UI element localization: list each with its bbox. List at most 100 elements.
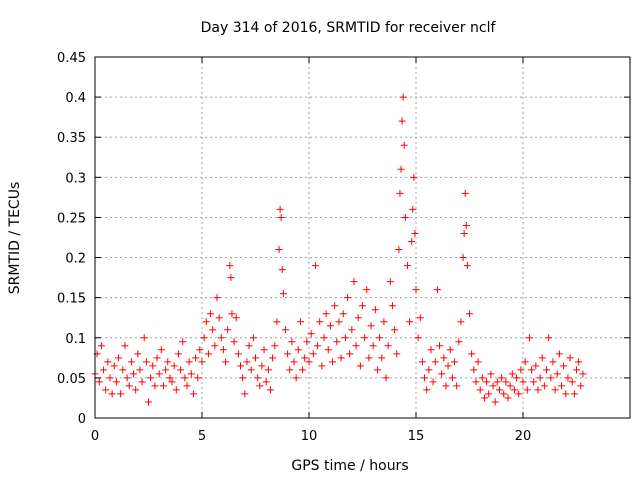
y-axis-label: SRMTID / TECUs bbox=[7, 182, 23, 295]
data-point bbox=[534, 386, 542, 394]
data-point bbox=[102, 386, 110, 394]
data-point bbox=[367, 322, 375, 330]
data-point bbox=[453, 382, 461, 390]
data-point bbox=[361, 334, 369, 342]
data-point bbox=[411, 229, 419, 237]
data-point bbox=[187, 370, 195, 378]
data-point bbox=[179, 338, 187, 346]
data-point bbox=[525, 334, 533, 342]
data-point bbox=[121, 342, 129, 350]
data-point bbox=[266, 386, 274, 394]
y-tick-label: 0.15 bbox=[57, 292, 86, 307]
data-point bbox=[506, 382, 514, 390]
x-tick-label: 20 bbox=[515, 429, 532, 444]
data-point bbox=[276, 205, 284, 213]
data-point bbox=[145, 398, 152, 406]
data-point bbox=[241, 390, 249, 398]
data-point bbox=[365, 354, 373, 362]
data-point bbox=[97, 342, 105, 350]
data-point bbox=[204, 350, 212, 358]
data-point bbox=[560, 362, 568, 370]
data-point bbox=[397, 165, 405, 173]
data-point bbox=[498, 374, 506, 382]
data-point bbox=[166, 374, 174, 382]
data-point bbox=[386, 278, 394, 286]
data-point bbox=[183, 382, 191, 390]
data-point bbox=[568, 378, 576, 386]
data-point bbox=[277, 213, 285, 221]
data-point bbox=[463, 262, 471, 270]
data-point bbox=[474, 358, 482, 366]
data-point bbox=[136, 366, 144, 374]
data-point bbox=[410, 173, 418, 181]
data-point bbox=[384, 342, 392, 350]
data-point bbox=[147, 374, 155, 382]
y-tick-labels: 0 0.05 0.1 0.15 0.2 0.25 0.3 0.35 0.4 0.45 bbox=[57, 51, 86, 427]
data-point bbox=[562, 390, 570, 398]
data-point bbox=[446, 346, 454, 354]
data-point bbox=[234, 350, 242, 358]
data-point bbox=[530, 378, 538, 386]
data-point bbox=[543, 366, 551, 374]
data-point bbox=[551, 386, 559, 394]
data-point bbox=[395, 246, 403, 254]
data-point bbox=[230, 338, 238, 346]
data-point bbox=[504, 394, 512, 402]
data-point bbox=[553, 370, 561, 378]
data-point bbox=[495, 386, 503, 394]
data-point bbox=[211, 342, 219, 350]
data-point bbox=[278, 266, 286, 274]
data-point bbox=[476, 386, 484, 394]
data-point bbox=[438, 370, 446, 378]
data-point bbox=[412, 286, 420, 294]
data-point bbox=[314, 342, 322, 350]
data-point bbox=[237, 362, 245, 370]
data-point bbox=[275, 246, 283, 254]
data-point bbox=[564, 374, 572, 382]
data-point bbox=[331, 302, 339, 310]
data-point bbox=[460, 229, 468, 237]
data-point bbox=[269, 354, 277, 362]
data-point bbox=[198, 358, 206, 366]
data-point bbox=[305, 358, 313, 366]
y-tick-label: 0.45 bbox=[57, 51, 86, 66]
data-point bbox=[373, 366, 381, 374]
data-point bbox=[398, 117, 406, 125]
data-point bbox=[536, 374, 544, 382]
x-tick-label: 5 bbox=[198, 429, 206, 444]
data-point bbox=[209, 326, 217, 334]
data-point bbox=[243, 358, 251, 366]
data-point bbox=[286, 366, 294, 374]
data-point bbox=[540, 382, 548, 390]
y-tick-label: 0.2 bbox=[65, 252, 86, 267]
data-point bbox=[455, 338, 463, 346]
data-point bbox=[369, 342, 377, 350]
data-point bbox=[296, 318, 304, 326]
data-points bbox=[91, 93, 587, 406]
data-point bbox=[376, 334, 384, 342]
data-point bbox=[258, 362, 266, 370]
y-tick-label: 0 bbox=[78, 412, 86, 427]
data-point bbox=[104, 358, 112, 366]
data-point bbox=[288, 338, 296, 346]
data-point bbox=[279, 290, 287, 298]
data-point bbox=[106, 374, 114, 382]
data-point bbox=[227, 274, 235, 282]
data-point bbox=[575, 358, 583, 366]
y-tick-label: 0.3 bbox=[65, 171, 86, 186]
data-point bbox=[149, 362, 157, 370]
data-point bbox=[134, 350, 142, 358]
y-tick-label: 0.35 bbox=[57, 131, 86, 146]
data-point bbox=[371, 306, 379, 314]
data-point bbox=[570, 390, 578, 398]
data-point bbox=[500, 390, 508, 398]
data-point bbox=[262, 378, 270, 386]
data-point bbox=[155, 370, 163, 378]
data-point bbox=[112, 378, 120, 386]
data-point bbox=[252, 354, 259, 362]
data-point bbox=[303, 338, 311, 346]
data-point bbox=[213, 294, 221, 302]
data-point bbox=[217, 334, 225, 342]
data-point bbox=[470, 366, 478, 374]
data-point bbox=[138, 378, 146, 386]
